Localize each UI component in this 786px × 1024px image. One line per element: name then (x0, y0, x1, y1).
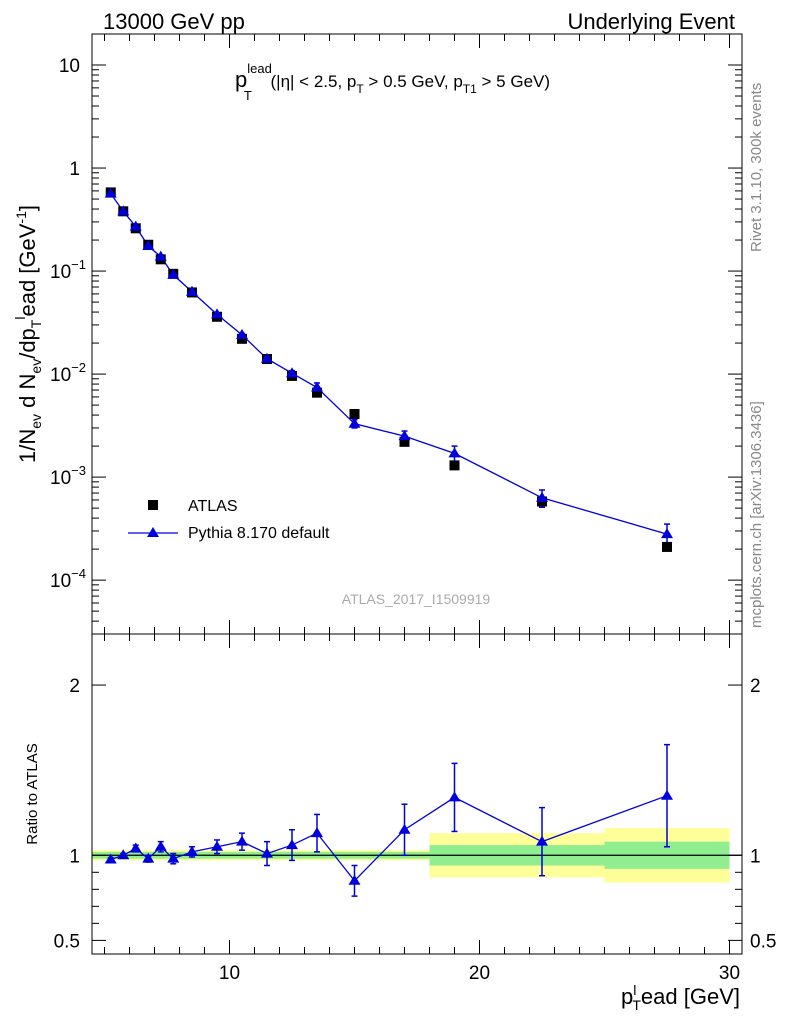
ratio-frame (91, 633, 743, 955)
plot-title-rest3: > 5 GeV) (477, 72, 550, 91)
ratio-y-tick-label-left: 1 (69, 846, 80, 867)
ratio-data-point (261, 847, 273, 858)
pythia-data-point (186, 285, 198, 296)
main-y-tick-label: 10 (59, 56, 80, 77)
legend-atlas-label: ATLAS (188, 498, 238, 515)
y-axis-label-ratio: Ratio to ATLAS (24, 743, 41, 844)
plot-title-sub: T (244, 88, 252, 103)
ratio-data-point (142, 852, 155, 863)
plot-title-sub3: T1 (463, 82, 477, 96)
main-y-tick-label: 10−1 (50, 257, 86, 283)
pythia-data-point (261, 352, 273, 363)
y-axis-label-main: 1/Nev d Nev/dpTlead [GeV-1] (12, 205, 44, 463)
pythia-data-point (286, 367, 298, 378)
pythia-data-point (236, 328, 248, 339)
plot-title-sup: lead (247, 61, 272, 76)
ratio-y-tick-label-left: 0.5 (54, 931, 80, 952)
mcplots-label: mcplots.cern.ch [arXiv:1306.3436] (748, 401, 765, 628)
x-tick-label: 10 (219, 963, 240, 984)
pythia-data-point (129, 220, 142, 231)
main-frame (91, 33, 743, 635)
ratio-data-point (117, 849, 130, 860)
rivet-label: Rivet 3.1.10, 300k events (748, 83, 765, 252)
ratio-data-point (167, 852, 180, 863)
ratio-axes: 0.5 0.5 1 1 2 2 10 20 30 (54, 634, 776, 984)
x-axis-label: pl Tead [GeV] (621, 982, 740, 1013)
atlas-data-point (349, 408, 360, 419)
ratio-y-tick-label-right: 2 (750, 676, 761, 697)
atlas-data-point (449, 460, 460, 471)
atlas-data-point (662, 541, 672, 552)
pythia-data-point (398, 430, 411, 441)
legend-pythia-marker (147, 527, 159, 537)
pythia-data-point (167, 268, 180, 279)
pythia-data-point (104, 187, 117, 198)
ratio-data-point (348, 874, 361, 885)
legend-atlas-marker (148, 500, 158, 510)
pythia-data-point (661, 528, 673, 539)
ratio-data-point (448, 791, 461, 802)
main-y-tick-label: 10−2 (50, 360, 86, 386)
ratio-data-point (536, 835, 548, 846)
pythia-data-point (448, 447, 461, 458)
main-y-tick-label: 1 (69, 159, 80, 180)
pythia-data-point (142, 240, 155, 251)
ratio-data-point (311, 827, 323, 838)
pythia-data-point (154, 250, 167, 261)
ratio-data-point (236, 835, 248, 846)
ratio-data-point (186, 845, 198, 856)
plot-title-rest2: > 0.5 GeV, p (364, 72, 463, 91)
pythia-data-point (117, 205, 130, 216)
main-y-tick-label: 10−3 (50, 463, 86, 489)
atlas-data-point (399, 436, 410, 447)
pythia-series-line (110, 193, 668, 535)
plot-title-rest: (|η| < 2.5, p (266, 72, 357, 91)
ratio-data-point (154, 840, 167, 851)
ratio-data-point (211, 840, 223, 851)
x-tick-label: 30 (719, 963, 740, 984)
header-left: 13000 GeV pp (103, 9, 245, 34)
main-plot-area (104, 187, 673, 552)
ratio-plot-area (104, 743, 673, 897)
ratio-data-point (129, 842, 142, 853)
ratio-data-point (286, 839, 298, 850)
watermark: ATLAS_2017_I1509919 (342, 591, 491, 607)
pythia-data-point (311, 381, 323, 392)
pythia-data-point (211, 308, 223, 319)
ratio-y-tick-label-right: 0.5 (750, 931, 776, 952)
plot-title: plead T (|η| < 2.5, pT > 0.5 GeV, pT1 > 5… (235, 61, 550, 103)
ratio-y-tick-label-left: 2 (69, 676, 80, 697)
ratio-y-tick-label-right: 1 (750, 846, 761, 867)
main-axes: 10−4 10−3 10−2 10−1 1 10 (50, 33, 742, 635)
ratio-data-point (104, 853, 117, 864)
x-tick-label: 20 (469, 963, 490, 984)
pythia-data-point (536, 491, 548, 502)
legend: ATLAS Pythia 8.170 default (128, 498, 330, 542)
main-y-tick-label: 10−4 (50, 566, 86, 592)
pythia-data-point (348, 417, 361, 428)
ratio-data-point (661, 789, 673, 800)
legend-pythia-label: Pythia 8.170 default (188, 525, 330, 542)
ratio-data-point (398, 823, 411, 834)
plot-title-main: p (235, 67, 247, 92)
atlas-data-point (312, 387, 322, 398)
header-right: Underlying Event (567, 9, 735, 34)
plot-title-sub2: T (356, 82, 364, 96)
